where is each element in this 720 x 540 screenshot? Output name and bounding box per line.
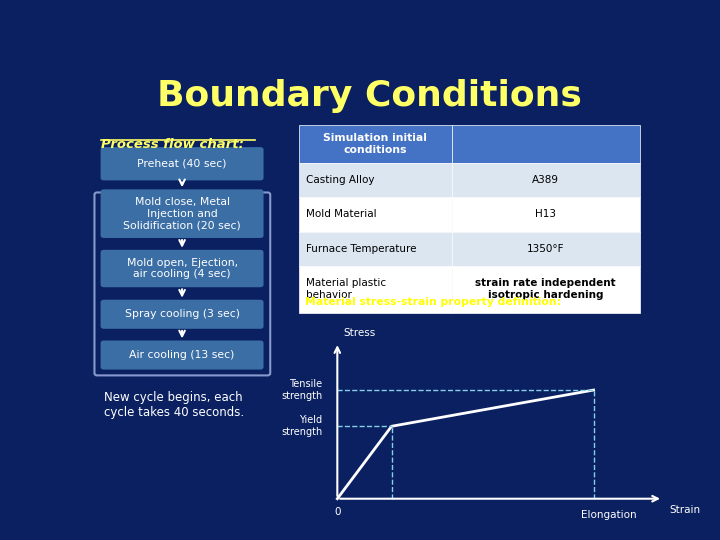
Text: strain rate independent
isotropic hardening: strain rate independent isotropic harden… — [475, 278, 616, 300]
Text: 0: 0 — [334, 508, 341, 517]
Text: Simulation initial
conditions: Simulation initial conditions — [323, 133, 428, 155]
Text: Mold Material: Mold Material — [306, 210, 377, 219]
Text: Strain: Strain — [669, 504, 700, 515]
Text: Preheat (40 sec): Preheat (40 sec) — [138, 159, 227, 169]
Text: H13: H13 — [535, 210, 556, 219]
FancyBboxPatch shape — [451, 232, 639, 266]
FancyBboxPatch shape — [101, 341, 264, 369]
Text: 21: 21 — [624, 463, 639, 476]
FancyBboxPatch shape — [300, 125, 451, 163]
FancyBboxPatch shape — [101, 147, 264, 180]
FancyBboxPatch shape — [451, 163, 639, 198]
FancyBboxPatch shape — [101, 250, 264, 287]
FancyBboxPatch shape — [451, 266, 639, 313]
FancyBboxPatch shape — [451, 125, 639, 163]
Text: Spray cooling (3 sec): Spray cooling (3 sec) — [125, 309, 240, 319]
Text: Furnace Temperature: Furnace Temperature — [306, 244, 416, 254]
Text: Stress: Stress — [343, 328, 376, 338]
Text: Air cooling (13 sec): Air cooling (13 sec) — [130, 350, 235, 360]
Text: 1350°F: 1350°F — [527, 244, 564, 254]
Text: Tensile
strength: Tensile strength — [281, 379, 323, 401]
Text: Mold open, Ejection,
air cooling (4 sec): Mold open, Ejection, air cooling (4 sec) — [127, 258, 238, 279]
Text: Material plastic
behavior: Material plastic behavior — [306, 278, 386, 300]
FancyBboxPatch shape — [451, 198, 639, 232]
FancyBboxPatch shape — [300, 266, 451, 313]
FancyBboxPatch shape — [300, 232, 451, 266]
Text: Yield
strength: Yield strength — [281, 415, 323, 437]
Text: Boundary Conditions: Boundary Conditions — [156, 79, 582, 113]
Text: Casting Alloy: Casting Alloy — [306, 176, 374, 185]
Text: New cycle begins, each
cycle takes 40 seconds.: New cycle begins, each cycle takes 40 se… — [104, 391, 244, 419]
Text: Process flow chart:: Process flow chart: — [101, 138, 244, 151]
FancyBboxPatch shape — [300, 163, 451, 198]
FancyBboxPatch shape — [101, 300, 264, 329]
FancyBboxPatch shape — [101, 190, 264, 238]
FancyBboxPatch shape — [300, 198, 451, 232]
Text: A389: A389 — [532, 176, 559, 185]
Text: Material stress-strain property definition:: Material stress-strain property definiti… — [305, 297, 561, 307]
Text: Mold close, Metal
Injection and
Solidification (20 sec): Mold close, Metal Injection and Solidifi… — [123, 197, 241, 230]
Text: Elongation: Elongation — [581, 510, 636, 521]
